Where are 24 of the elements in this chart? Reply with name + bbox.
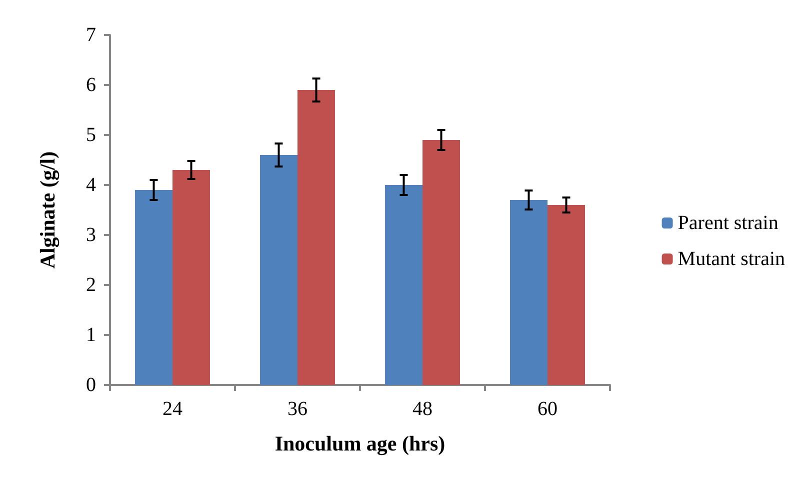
bar (385, 185, 422, 385)
bar (510, 200, 548, 385)
y-tick-label: 6 (86, 74, 96, 96)
x-tick-label: 48 (412, 398, 432, 420)
bar (260, 155, 298, 385)
bar (422, 140, 460, 385)
y-axis-title: Alginate (g/l) (36, 151, 60, 269)
bar (548, 205, 585, 385)
y-tick-label: 1 (86, 324, 96, 346)
x-tick-label: 36 (288, 398, 308, 420)
bar (298, 90, 335, 385)
legend-label: Mutant strain (678, 248, 786, 270)
y-tick-label: 4 (86, 174, 96, 196)
bar (135, 190, 172, 385)
x-tick-label: 60 (538, 398, 558, 420)
y-tick-label: 7 (86, 24, 96, 46)
x-axis-title: Inoculum age (hrs) (274, 432, 446, 456)
y-tick-label: 5 (86, 124, 96, 146)
y-tick-label: 2 (86, 274, 96, 296)
legend-label: Parent strain (678, 212, 778, 234)
y-tick-label: 3 (86, 224, 96, 246)
y-tick-label: 0 (86, 374, 96, 396)
x-tick-label: 24 (162, 398, 182, 420)
bar (172, 170, 210, 385)
